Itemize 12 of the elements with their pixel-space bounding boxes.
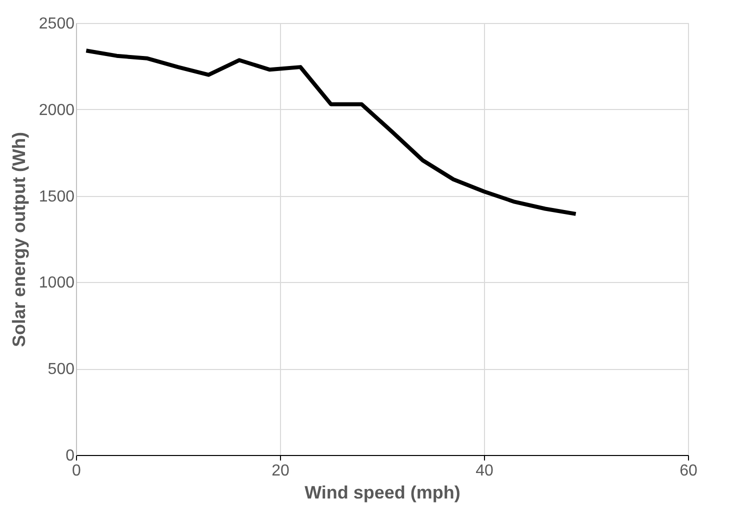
y-axis-title: Solar energy output (Wh) (8, 132, 29, 347)
y-tick-label: 1000 (38, 274, 75, 292)
y-tick-label: 2000 (38, 102, 75, 119)
y-tick-label: 500 (48, 361, 75, 378)
x-tick-label: 40 (476, 462, 494, 480)
y-tick-label: 0 (66, 448, 75, 464)
x-tick-label: 20 (272, 462, 290, 480)
line-series (84, 48, 578, 216)
x-axis-title: Wind speed (mph) (304, 482, 460, 502)
y-tick-label: 1500 (38, 188, 75, 206)
y-tick-label: 2500 (38, 16, 75, 32)
x-tick-label: 60 (680, 462, 698, 480)
